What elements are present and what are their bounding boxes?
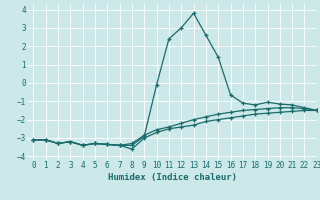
- X-axis label: Humidex (Indice chaleur): Humidex (Indice chaleur): [108, 173, 236, 182]
